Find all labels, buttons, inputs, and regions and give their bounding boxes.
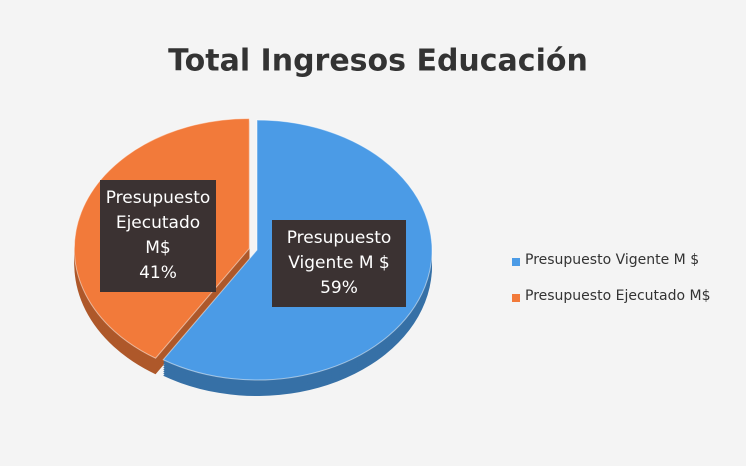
data-label-category: Presupuesto Ejecutado M$ bbox=[105, 188, 211, 258]
legend-swatch bbox=[512, 258, 520, 266]
data-label: Presupuesto Vigente M $ 59% bbox=[272, 220, 406, 307]
legend-swatch bbox=[512, 294, 520, 302]
data-label: Presupuesto Ejecutado M$ 41% bbox=[100, 180, 216, 292]
legend-entry: Presupuesto Vigente M $ bbox=[525, 252, 700, 268]
data-label-value: 41% bbox=[139, 263, 177, 283]
chart-title: Total Ingresos Educación bbox=[168, 44, 588, 79]
data-label-category: Presupuesto Vigente M $ bbox=[286, 228, 392, 273]
data-label-value: 59% bbox=[320, 278, 358, 298]
legend-entry: Presupuesto Ejecutado M$ bbox=[525, 288, 711, 304]
